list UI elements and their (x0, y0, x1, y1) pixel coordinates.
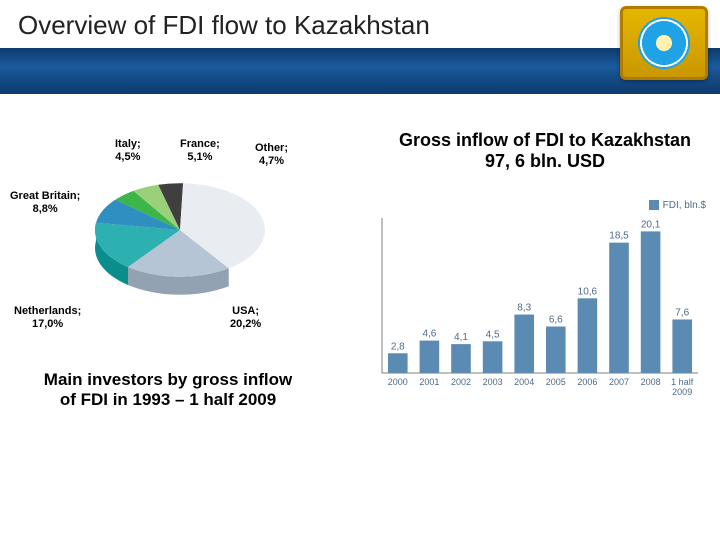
legend-label: FDI, bln.$ (663, 200, 706, 211)
bar-chart-title-line1: Gross inflow of FDI to Kazakhstan (399, 130, 691, 150)
bar-category-label: 2000 (388, 377, 408, 387)
pie-svg (80, 170, 300, 340)
pie-slice-label: Great Britain;8,8% (10, 190, 80, 216)
bar-category-label: 2002 (451, 377, 471, 387)
bar-category-label: 2004 (514, 377, 534, 387)
bar-category-label: 2001 (419, 377, 439, 387)
pie-caption-line1: Main investors by gross inflow (44, 370, 292, 389)
bar (451, 344, 471, 373)
bar (546, 327, 566, 374)
bar (578, 298, 598, 373)
header-band (0, 48, 720, 94)
pie-caption-line2: of FDI in 1993 – 1 half 2009 (60, 390, 276, 409)
bar (641, 231, 661, 373)
slide-title: Overview of FDI flow to Kazakhstan (0, 0, 720, 47)
bar (609, 243, 629, 373)
bar-value-label: 18,5 (609, 231, 629, 242)
bar-legend: FDI, bln.$ (649, 200, 706, 211)
bar-value-label: 8,3 (517, 303, 531, 314)
bar (672, 319, 692, 373)
bar (388, 353, 408, 373)
legend-swatch-icon (649, 200, 659, 210)
pie-slice-label: France;5,1% (180, 138, 220, 164)
bar (514, 315, 534, 373)
pie-slice-label: USA;20,2% (230, 305, 261, 331)
bar-chart-title-line2: 97, 6 bln. USD (485, 151, 605, 171)
bar (483, 341, 503, 373)
bar-value-label: 7,6 (675, 307, 689, 318)
pie-slice-label: Other;4,7% (255, 142, 288, 168)
bar-value-label: 4,5 (486, 329, 500, 340)
bar-chart-title: Gross inflow of FDI to Kazakhstan 97, 6 … (380, 130, 710, 172)
bar-value-label: 4,6 (422, 329, 436, 340)
bar (420, 341, 440, 373)
pie-slice-label: Italy;4,5% (115, 138, 141, 164)
bar-value-label: 2,8 (391, 341, 405, 352)
bar-value-label: 20,1 (641, 219, 661, 230)
bar-category-label: 1 half2009 (671, 377, 694, 397)
bar-value-label: 10,6 (578, 286, 598, 297)
bar-value-label: 4,1 (454, 332, 468, 343)
bar-category-label: 2008 (641, 377, 661, 387)
bar-category-label: 2003 (483, 377, 503, 387)
bar-category-label: 2007 (609, 377, 629, 387)
bar-category-label: 2006 (577, 377, 597, 387)
bar-chart: FDI, bln.$ 2,8 2000 4,6 2001 4,1 2002 4,5 2003 8… (370, 200, 710, 410)
bar-value-label: 6,6 (549, 315, 563, 326)
bar-category-label: 2005 (546, 377, 566, 387)
pie-chart-caption: Main investors by gross inflow of FDI in… (18, 370, 318, 410)
kazakhstan-emblem-icon (620, 6, 708, 80)
bar-svg: 2,8 2000 4,6 2001 4,1 2002 4,5 2003 8,3 2004 6,6 20… (370, 200, 710, 410)
pie-slice-label: Netherlands;17,0% (14, 305, 81, 331)
pie-chart: USA;20,2%Netherlands;17,0%Great Britain;… (20, 130, 350, 360)
